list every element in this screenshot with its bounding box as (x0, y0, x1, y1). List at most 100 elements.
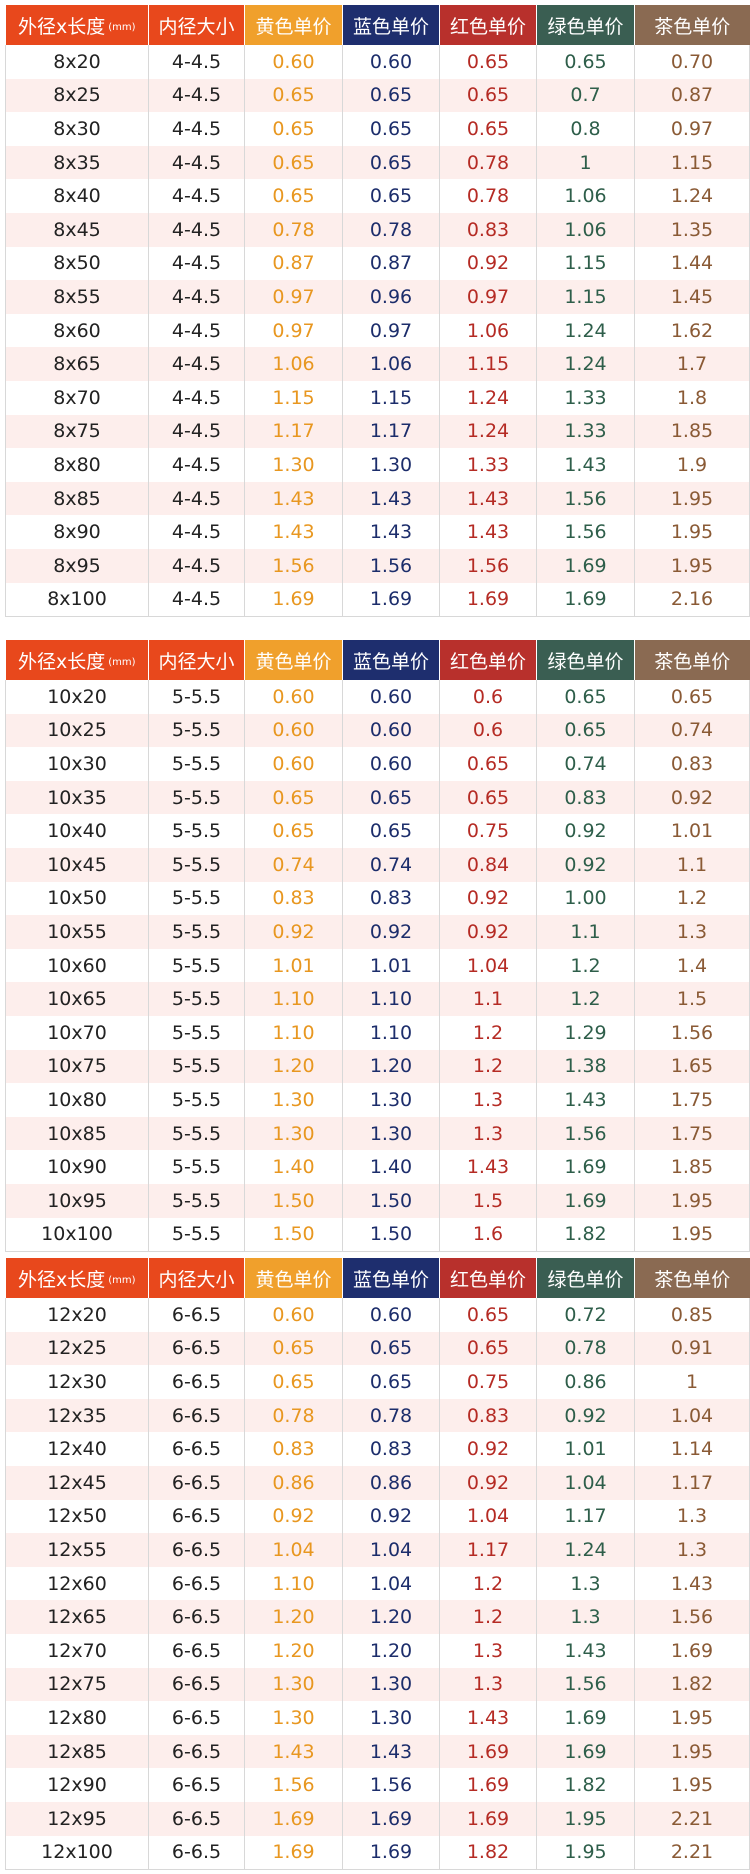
red-price-cell: 1.1 (439, 982, 537, 1016)
table-row: 10x50 5-5.5 0.83 0.83 0.92 1.00 1.2 (5, 881, 750, 916)
blue-price-cell: 0.65 (342, 780, 440, 815)
tea-price-cell: 1.3 (634, 1533, 750, 1567)
table-row: 8x75 4-4.5 1.17 1.17 1.24 1.33 1.85 (5, 414, 750, 449)
blue-price-cell: 1.69 (342, 582, 440, 618)
yellow-price-cell: 0.78 (244, 212, 343, 247)
table-row: 10x25 5-5.5 0.60 0.60 0.6 0.65 0.74 (5, 713, 750, 748)
yellow-price-cell: 1.30 (244, 1667, 343, 1702)
red-price-cell: 1.2 (439, 1600, 537, 1634)
blue-price-cell: 0.83 (342, 1432, 440, 1466)
column-header-red: 红色单价 (439, 5, 537, 45)
header-row: 外径x长度 (mm) 内径大小 黄色单价 蓝色单价 红色单价 绿色单价 茶色单价 (5, 1258, 750, 1298)
red-price-cell: 1.24 (439, 380, 537, 415)
tea-price-cell: 1.95 (634, 1217, 750, 1253)
size-cell: 8x70 (5, 380, 149, 415)
yellow-price-cell: 1.43 (244, 1734, 343, 1769)
table-row: 10x90 5-5.5 1.40 1.40 1.43 1.69 1.85 (5, 1150, 750, 1184)
yellow-price-cell: 0.92 (244, 915, 343, 949)
size-cell: 10x60 (5, 948, 149, 983)
tea-price-cell: 1.3 (634, 1499, 750, 1534)
size-cell: 10x85 (5, 1116, 149, 1151)
red-price-cell: 0.6 (439, 713, 537, 748)
blue-price-cell: 0.65 (342, 112, 440, 146)
blue-price-cell: 0.78 (342, 1398, 440, 1433)
red-price-cell: 1.69 (439, 1734, 537, 1769)
blue-price-cell: 1.20 (342, 1633, 440, 1668)
column-header-tea: 茶色单价 (634, 5, 750, 45)
table-row: 10x75 5-5.5 1.20 1.20 1.2 1.38 1.65 (5, 1049, 750, 1084)
table-row: 10x80 5-5.5 1.30 1.30 1.3 1.43 1.75 (5, 1083, 750, 1117)
green-price-cell: 1.06 (536, 179, 635, 213)
tea-price-cell: 1.9 (634, 448, 750, 482)
table-row: 12x50 6-6.5 0.92 0.92 1.04 1.17 1.3 (5, 1499, 750, 1534)
table-row: 8x40 4-4.5 0.65 0.65 0.78 1.06 1.24 (5, 179, 750, 213)
tea-price-cell: 1 (634, 1365, 750, 1399)
green-price-cell: 1.2 (536, 982, 635, 1016)
red-price-cell: 0.65 (439, 747, 537, 781)
size-cell: 8x95 (5, 548, 149, 583)
tea-price-cell: 1.1 (634, 847, 750, 882)
tea-price-cell: 1.95 (634, 1768, 750, 1802)
table-row: 8x90 4-4.5 1.43 1.43 1.43 1.56 1.95 (5, 515, 750, 549)
size-cell: 10x55 (5, 915, 149, 949)
inner-diameter-cell: 5-5.5 (148, 680, 245, 714)
yellow-price-cell: 1.30 (244, 1083, 343, 1117)
tea-price-cell: 1.95 (634, 515, 750, 549)
green-price-cell: 1.69 (536, 1701, 635, 1735)
column-header-label: 茶色单价 (654, 15, 731, 38)
inner-diameter-cell: 5-5.5 (148, 747, 245, 781)
green-price-cell: 1.56 (536, 481, 635, 516)
inner-diameter-cell: 4-4.5 (148, 481, 245, 516)
size-cell: 10x50 (5, 881, 149, 916)
table-row: 12x75 6-6.5 1.30 1.30 1.3 1.56 1.82 (5, 1667, 750, 1702)
yellow-price-cell: 0.74 (244, 847, 343, 882)
inner-diameter-cell: 5-5.5 (148, 982, 245, 1016)
column-header-label: 红色单价 (449, 15, 526, 38)
blue-price-cell: 1.30 (342, 448, 440, 482)
column-header-label: 红色单价 (449, 1268, 526, 1291)
size-cell: 10x70 (5, 1015, 149, 1050)
table-row: 12x65 6-6.5 1.20 1.20 1.2 1.3 1.56 (5, 1600, 750, 1634)
blue-price-cell: 0.86 (342, 1465, 440, 1500)
size-cell: 12x30 (5, 1365, 149, 1399)
green-price-cell: 0.65 (536, 713, 635, 748)
yellow-price-cell: 0.60 (244, 45, 343, 79)
column-header-label: 黄色单价 (255, 650, 332, 673)
size-cell: 10x20 (5, 680, 149, 714)
table-row: 10x55 5-5.5 0.92 0.92 0.92 1.1 1.3 (5, 915, 750, 949)
table-row: 8x100 4-4.5 1.69 1.69 1.69 1.69 2.16 (5, 582, 750, 618)
tea-price-cell: 0.85 (634, 1298, 750, 1332)
yellow-price-cell: 0.60 (244, 713, 343, 748)
inner-diameter-cell: 6-6.5 (148, 1465, 245, 1500)
size-cell: 10x95 (5, 1183, 149, 1218)
table-row: 12x95 6-6.5 1.69 1.69 1.69 1.95 2.21 (5, 1801, 750, 1836)
green-price-cell: 1.69 (536, 582, 635, 618)
column-header-blue: 蓝色单价 (342, 640, 440, 680)
column-header-size: 外径x长度 (mm) (5, 5, 149, 45)
table-row: 8x25 4-4.5 0.65 0.65 0.65 0.7 0.87 (5, 78, 750, 113)
size-cell: 8x25 (5, 78, 149, 113)
tea-price-cell: 1.45 (634, 280, 750, 314)
size-cell: 10x80 (5, 1083, 149, 1117)
blue-price-cell: 0.87 (342, 246, 440, 281)
yellow-price-cell: 1.50 (244, 1183, 343, 1218)
tea-price-cell: 1.56 (634, 1600, 750, 1634)
header-row: 外径x长度 (mm) 内径大小 黄色单价 蓝色单价 红色单价 绿色单价 茶色单价 (5, 5, 750, 45)
red-price-cell: 1.33 (439, 448, 537, 482)
column-header-label: 茶色单价 (654, 1268, 731, 1291)
tea-price-cell: 1.7 (634, 347, 750, 381)
column-header-label: 蓝色单价 (352, 15, 429, 38)
inner-diameter-cell: 4-4.5 (148, 145, 245, 180)
table-row: 10x100 5-5.5 1.50 1.50 1.6 1.82 1.95 (5, 1217, 750, 1253)
tea-price-cell: 1.95 (634, 1734, 750, 1769)
inner-diameter-cell: 6-6.5 (148, 1566, 245, 1601)
green-price-cell: 1.00 (536, 881, 635, 916)
size-cell: 8x40 (5, 179, 149, 213)
size-cell: 12x70 (5, 1633, 149, 1668)
blue-price-cell: 1.01 (342, 948, 440, 983)
size-cell: 10x30 (5, 747, 149, 781)
price-table: 外径x长度 (mm) 内径大小 黄色单价 蓝色单价 红色单价 绿色单价 茶色单价 12x20 6-… (5, 1258, 750, 1871)
inner-diameter-cell: 5-5.5 (148, 1083, 245, 1117)
size-cell: 12x25 (5, 1331, 149, 1366)
table-row: 12x20 6-6.5 0.60 0.60 0.65 0.72 0.85 (5, 1298, 750, 1332)
